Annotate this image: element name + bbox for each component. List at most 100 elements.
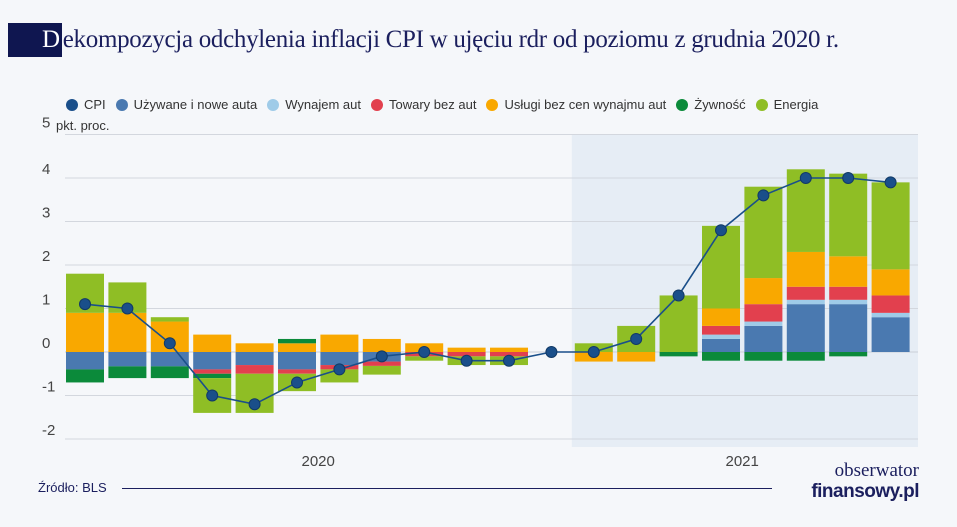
bar-segment	[871, 182, 910, 270]
bar-segment	[659, 352, 698, 357]
bar-segment	[617, 352, 656, 362]
bar-segment	[744, 278, 783, 305]
y-tick-label: 2	[42, 248, 50, 265]
cpi-point	[799, 172, 812, 184]
bar-segment	[278, 369, 316, 374]
title-text: ekompozycja odchylenia inflacji CPI w uj…	[62, 26, 839, 53]
bar-segment	[744, 186, 783, 279]
y-tick-label: 0	[42, 335, 50, 352]
cpi-point	[333, 363, 346, 376]
bar-segment	[829, 352, 868, 357]
bar-segment	[829, 299, 868, 305]
bar-segment	[744, 325, 783, 352]
bar-segment	[66, 369, 104, 383]
cpi-point	[672, 289, 685, 302]
bar-segment	[108, 352, 147, 367]
bar-segment	[829, 173, 868, 257]
bar-segment	[235, 352, 274, 366]
logo: obserwator finansowy.pl	[811, 460, 919, 502]
legend-item-food: Żywność	[676, 97, 746, 112]
bar-segment	[702, 325, 740, 335]
bar-segment	[320, 334, 359, 352]
cpi-point	[715, 224, 727, 237]
cpi-point	[545, 346, 558, 358]
y-tick-label: 5	[42, 115, 50, 132]
logo-line2: finansowy.pl	[811, 481, 919, 502]
legend-swatch	[755, 98, 768, 111]
legend-label: Używane i nowe auta	[133, 97, 258, 112]
legend-item-cars: Używane i nowe auta	[115, 97, 258, 112]
bar-segment	[744, 304, 783, 322]
bar-segment	[150, 366, 189, 379]
chart-title: D ekompozycja odchylenia inflacji CPI w …	[8, 22, 839, 58]
bar-segment	[786, 304, 825, 352]
cpi-point	[460, 354, 473, 367]
bar-segment	[490, 347, 528, 352]
bar-segment	[702, 334, 740, 339]
bar-segment	[193, 352, 232, 370]
cpi-point	[884, 176, 897, 189]
bar-segment	[362, 338, 401, 352]
bar-segment	[702, 308, 740, 326]
bar-segment	[447, 347, 486, 352]
bar-segment	[829, 286, 868, 300]
y-tick-label: 1	[42, 292, 50, 309]
y-axis-unit: pkt. proc.	[56, 118, 110, 133]
bar-segment	[405, 356, 444, 361]
bar-segment	[447, 352, 486, 357]
cpi-point	[757, 189, 770, 202]
bar-segment	[786, 251, 825, 287]
bar-segment	[193, 373, 232, 379]
y-tick-label: 3	[42, 205, 50, 222]
cpi-point	[587, 346, 600, 358]
cpi-point	[630, 332, 643, 345]
legend-label: Usługi bez cen wynajmu aut	[504, 97, 667, 112]
legend-item-goods: Towary bez aut	[371, 97, 476, 112]
title-initial: D	[8, 23, 62, 57]
bar-segment	[320, 352, 359, 366]
bar-segment	[829, 304, 868, 352]
legend-label: CPI	[84, 97, 106, 112]
bar-segment	[829, 256, 868, 287]
legend-item-energy: Energia	[755, 97, 819, 112]
legend-swatch	[66, 98, 78, 111]
bar-segment	[786, 352, 825, 361]
legend-swatch	[676, 98, 689, 111]
bar-segment	[150, 317, 189, 322]
legend-label: Towary bez aut	[389, 97, 477, 112]
bar-segment	[490, 352, 528, 357]
cpi-point	[503, 354, 515, 367]
legend-label: Energia	[773, 97, 819, 112]
bar-segment	[278, 338, 316, 344]
bar-segment	[278, 343, 316, 352]
cpi-point	[206, 389, 219, 402]
y-tick-label: 4	[42, 161, 50, 178]
cpi-point	[291, 376, 303, 389]
bar-segment	[871, 269, 910, 296]
bar-segment	[235, 365, 274, 374]
legend-label: Wynajem aut	[285, 97, 361, 112]
cpi-point	[163, 337, 176, 350]
x-year-label: 2021	[726, 453, 759, 470]
legend-label: Żywność	[694, 97, 746, 112]
bar-segment	[108, 366, 147, 379]
legend-swatch	[115, 98, 128, 111]
bar-segment	[235, 343, 274, 352]
cpi-point	[842, 172, 855, 184]
bar-segment	[744, 321, 783, 326]
bar-segment	[871, 312, 910, 318]
source-note: Źródło: BLS	[38, 480, 107, 495]
bar-segment	[871, 295, 910, 313]
bar-segment	[702, 338, 740, 352]
bar-segment	[786, 299, 825, 305]
legend-item-rental: Wynajem aut	[267, 97, 361, 112]
bar-segment	[193, 334, 232, 352]
cpi-point	[79, 298, 91, 311]
legend: CPI Używane i nowe auta Wynajem aut Towa…	[66, 97, 818, 112]
legend-swatch	[371, 98, 383, 111]
cpi-point	[248, 398, 261, 411]
legend-swatch	[267, 98, 280, 111]
bar-segment	[744, 352, 783, 361]
